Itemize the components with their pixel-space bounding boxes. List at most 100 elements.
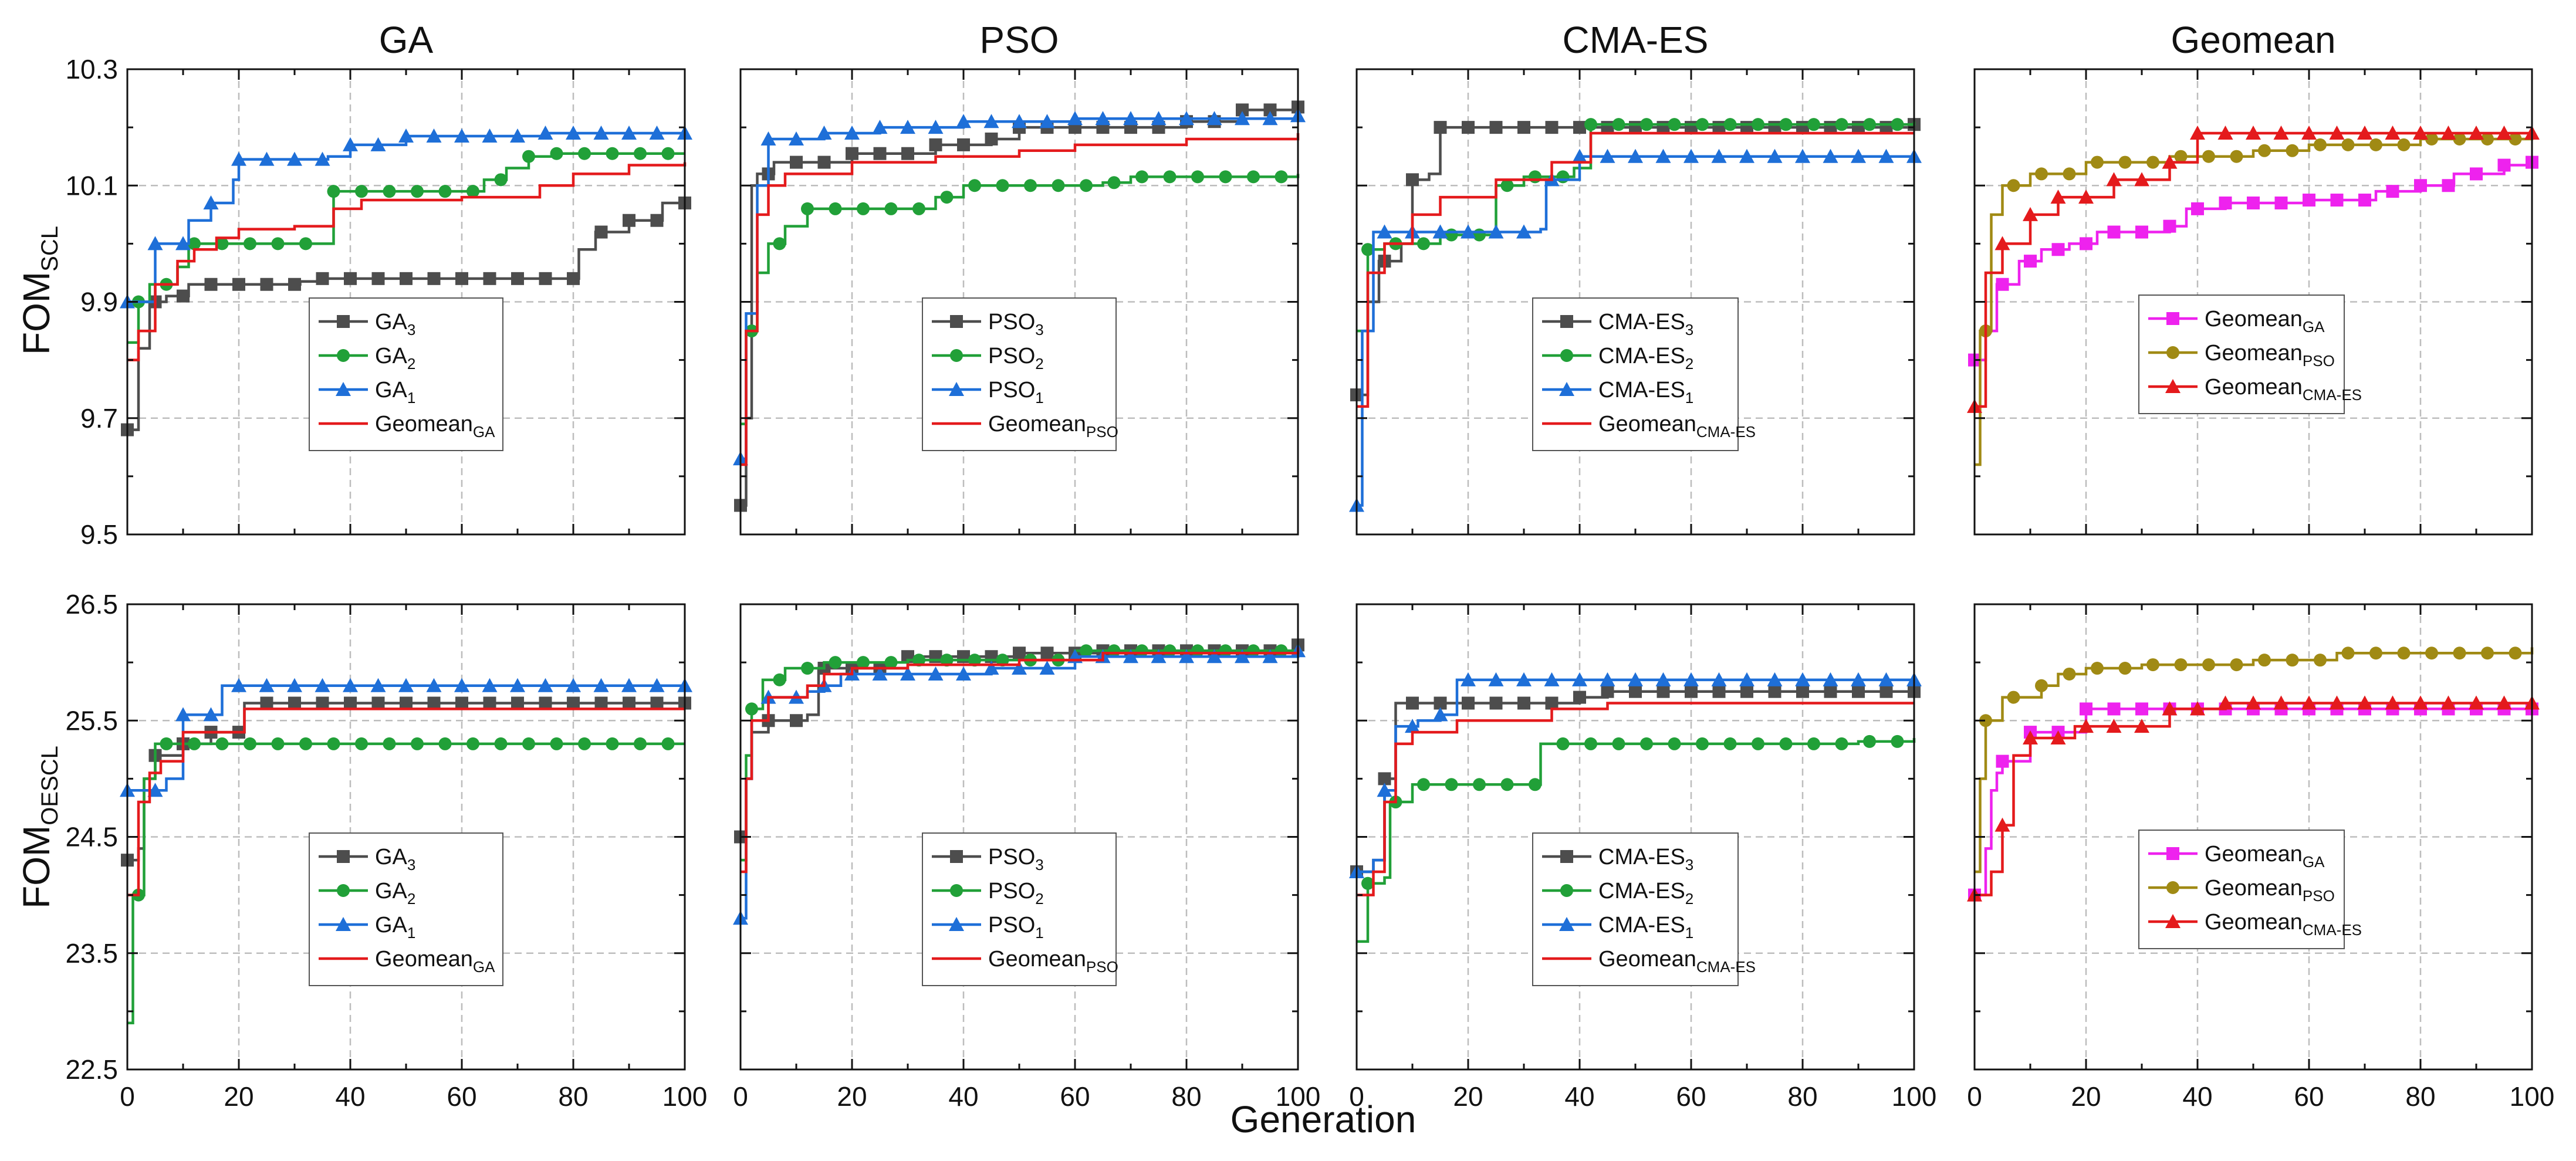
legend-entry: GeomeanGA xyxy=(319,947,495,976)
data-point xyxy=(2397,646,2411,660)
data-point xyxy=(1247,170,1260,184)
data-point xyxy=(1823,672,1838,686)
data-point xyxy=(566,678,581,692)
data-point xyxy=(288,277,301,291)
legend-entry: GeomeanGA xyxy=(319,412,495,441)
data-point xyxy=(2146,155,2159,169)
data-point xyxy=(2496,695,2512,710)
data-point xyxy=(790,155,803,169)
legend-entry: GeomeanCMA-ES xyxy=(2148,375,2362,404)
data-point xyxy=(872,120,888,134)
data-point xyxy=(1461,224,1476,239)
data-point xyxy=(370,678,386,692)
data-point xyxy=(873,147,887,160)
data-point xyxy=(1851,672,1866,686)
legend-label: CMA-ES3 xyxy=(1598,310,1693,339)
data-point xyxy=(661,737,675,750)
data-point xyxy=(1489,696,1503,710)
data-point xyxy=(466,185,479,198)
data-point xyxy=(928,666,944,681)
series-line xyxy=(1975,708,2532,896)
x-tick-label: 40 xyxy=(1564,1081,1594,1112)
data-point xyxy=(2509,132,2522,145)
data-point xyxy=(454,678,469,692)
x-tick-label: 100 xyxy=(1892,1081,1937,1112)
data-point xyxy=(1052,179,1065,192)
panels: 9.5 9.7 9.9 10.1 10.3 GA GA3 GA2 GA1 GeomeanGA PSO… xyxy=(65,19,2554,1112)
data-point xyxy=(2135,702,2148,716)
grid xyxy=(741,604,1298,1069)
data-point xyxy=(160,737,173,750)
data-point xyxy=(2107,225,2121,239)
data-point xyxy=(1600,148,1615,163)
data-point xyxy=(621,678,637,692)
data-point xyxy=(1123,649,1138,664)
legend-label: GeomeanGA xyxy=(375,947,495,976)
panel-3: Geomean GeomeanGA GeomeanPSO GeomeanCMA-ES xyxy=(1967,19,2540,536)
data-point xyxy=(215,737,229,750)
x-tick-label: 60 xyxy=(1676,1081,1706,1112)
legend-entry: GA3 xyxy=(319,845,415,874)
data-point xyxy=(1262,111,1278,126)
data-point xyxy=(2397,138,2411,151)
data-point xyxy=(884,202,898,215)
data-point xyxy=(1979,714,1992,727)
data-point xyxy=(983,114,999,128)
data-point xyxy=(1685,685,1698,698)
data-point xyxy=(299,737,312,750)
data-point xyxy=(1768,685,1781,698)
data-point xyxy=(1417,778,1430,791)
data-point xyxy=(455,272,468,285)
legend-label: CMA-ES2 xyxy=(1598,879,1693,908)
legend-entry: PSO1 xyxy=(932,378,1044,407)
x-tick-label: 0 xyxy=(1349,1081,1364,1112)
grid xyxy=(127,69,685,534)
data-point xyxy=(1445,228,1458,242)
data-point xyxy=(383,185,396,198)
panel-6: 0 20 40 60 80 100 CMA-ES3 CMA-ES2 CMA-ES1 Geomean… xyxy=(1349,603,1937,1112)
data-point xyxy=(1851,148,1866,163)
data-point xyxy=(1556,170,1570,184)
data-point xyxy=(2385,695,2401,710)
data-point xyxy=(901,147,914,160)
data-point xyxy=(2453,646,2466,660)
data-point xyxy=(1629,685,1642,698)
data-point xyxy=(1796,685,1809,698)
data-point xyxy=(1462,696,1475,710)
data-point xyxy=(327,185,340,198)
panel-title: Geomean xyxy=(2171,19,2335,61)
legend-marker xyxy=(337,850,350,863)
legend-marker xyxy=(1560,315,1573,328)
legend-entry: GeomeanCMA-ES xyxy=(2148,910,2362,939)
data-point xyxy=(1135,170,1148,184)
data-point xyxy=(1361,243,1374,256)
data-point xyxy=(1878,148,1894,163)
data-point xyxy=(2470,167,2483,181)
data-point xyxy=(427,696,441,710)
data-point xyxy=(454,128,469,143)
data-point xyxy=(566,126,581,140)
series-ga-2 xyxy=(127,737,685,1024)
data-point xyxy=(1723,118,1737,131)
data-point xyxy=(400,696,413,710)
data-point xyxy=(760,131,776,145)
series-geomean-cma-es xyxy=(1967,126,2540,413)
data-point xyxy=(1572,672,1587,686)
data-point xyxy=(2035,167,2048,181)
legend-entry: GA2 xyxy=(319,879,415,908)
data-point xyxy=(2202,658,2215,672)
data-point xyxy=(1628,672,1643,686)
x-axis-title: Generation xyxy=(1230,1098,1417,1140)
legend-label: GeomeanCMA-ES xyxy=(1598,412,1756,441)
y-tick-label: 10.3 xyxy=(65,54,118,84)
data-point xyxy=(175,707,191,722)
data-point xyxy=(1640,737,1653,750)
data-point xyxy=(2286,144,2299,157)
data-point xyxy=(511,272,524,285)
data-point xyxy=(1163,170,1177,184)
data-point xyxy=(539,272,552,285)
data-point xyxy=(857,656,870,669)
legend: GeomeanGA GeomeanPSO GeomeanCMA-ES xyxy=(2138,830,2362,949)
data-point xyxy=(649,678,665,692)
legend-marker xyxy=(950,349,963,362)
